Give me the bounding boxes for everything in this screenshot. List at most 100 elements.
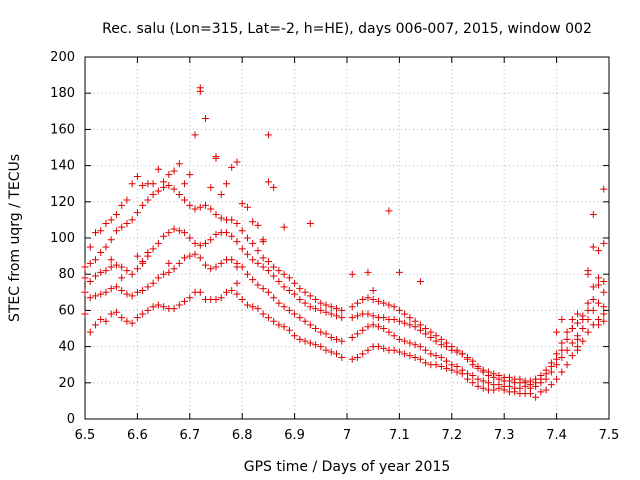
data-point	[212, 210, 220, 218]
data-point	[228, 232, 236, 240]
data-point	[411, 317, 419, 325]
data-point	[505, 373, 513, 381]
data-point	[380, 314, 388, 322]
data-point	[568, 315, 576, 323]
data-point	[280, 303, 288, 311]
data-point	[427, 350, 435, 358]
data-point	[317, 328, 325, 336]
data-point	[196, 254, 204, 262]
data-point	[170, 225, 178, 233]
data-point	[364, 268, 372, 276]
data-point	[427, 328, 435, 336]
data-point	[243, 234, 251, 242]
data-point	[301, 288, 309, 296]
data-point	[112, 210, 120, 218]
data-point	[144, 283, 152, 291]
data-point	[600, 288, 608, 296]
data-point	[327, 303, 335, 311]
data-point	[86, 294, 94, 302]
data-point	[102, 317, 110, 325]
data-point	[380, 299, 388, 307]
data-point	[264, 178, 272, 186]
data-point	[327, 334, 335, 342]
data-point	[86, 243, 94, 251]
data-point	[584, 299, 592, 307]
data-point	[186, 294, 194, 302]
data-point	[144, 306, 152, 314]
x-tick-label: 6.6	[127, 428, 148, 443]
data-point	[228, 286, 236, 294]
y-tick-label: 180	[50, 86, 75, 101]
data-point	[338, 337, 346, 345]
data-point	[139, 286, 147, 294]
data-point	[139, 182, 147, 190]
data-point	[306, 220, 314, 228]
data-point	[296, 335, 304, 343]
y-tick-label: 140	[50, 159, 75, 174]
data-point	[243, 301, 251, 309]
data-point	[154, 239, 162, 247]
data-point	[385, 301, 393, 309]
data-point	[254, 281, 262, 289]
data-point	[312, 296, 320, 304]
data-point	[249, 239, 257, 247]
data-point	[443, 364, 451, 372]
data-point	[270, 272, 278, 280]
data-point	[406, 321, 414, 329]
data-point	[212, 263, 220, 271]
data-point	[133, 172, 141, 180]
data-point	[107, 216, 115, 224]
data-point	[406, 339, 414, 347]
data-point	[228, 256, 236, 264]
data-point	[422, 359, 430, 367]
data-point	[291, 332, 299, 340]
y-tick-label: 60	[58, 303, 75, 318]
data-point	[401, 350, 409, 358]
data-point	[118, 314, 126, 322]
data-point	[186, 171, 194, 179]
data-point	[584, 306, 592, 314]
data-point	[338, 314, 346, 322]
data-point	[128, 216, 136, 224]
data-point	[553, 350, 561, 358]
data-point	[191, 131, 199, 139]
data-point	[259, 254, 267, 262]
data-point	[568, 352, 576, 360]
data-point	[81, 274, 89, 282]
data-point	[207, 205, 215, 213]
data-point	[333, 305, 341, 313]
data-point	[181, 229, 189, 237]
data-point	[579, 337, 587, 345]
data-point	[133, 288, 141, 296]
data-point	[91, 321, 99, 329]
data-point	[160, 178, 168, 186]
data-point	[380, 344, 388, 352]
data-point	[322, 330, 330, 338]
data-point	[217, 259, 225, 267]
data-point	[154, 274, 162, 282]
data-point	[333, 312, 341, 320]
data-point	[249, 303, 257, 311]
data-point	[133, 209, 141, 217]
data-point	[568, 339, 576, 347]
data-point	[568, 325, 576, 332]
data-point	[317, 299, 325, 307]
data-point	[196, 203, 204, 211]
data-point	[291, 290, 299, 298]
data-point	[437, 363, 445, 371]
data-point	[154, 187, 162, 195]
data-point	[181, 180, 189, 188]
data-point	[243, 203, 251, 211]
data-point	[432, 352, 440, 360]
data-point	[175, 301, 183, 309]
data-point	[291, 279, 299, 287]
data-point	[285, 306, 293, 314]
data-point	[81, 288, 89, 296]
data-point	[595, 247, 603, 255]
data-point	[390, 346, 398, 354]
data-point	[532, 375, 540, 383]
data-point	[118, 286, 126, 294]
data-point	[165, 171, 173, 179]
x-tick-label: 7.1	[389, 428, 410, 443]
